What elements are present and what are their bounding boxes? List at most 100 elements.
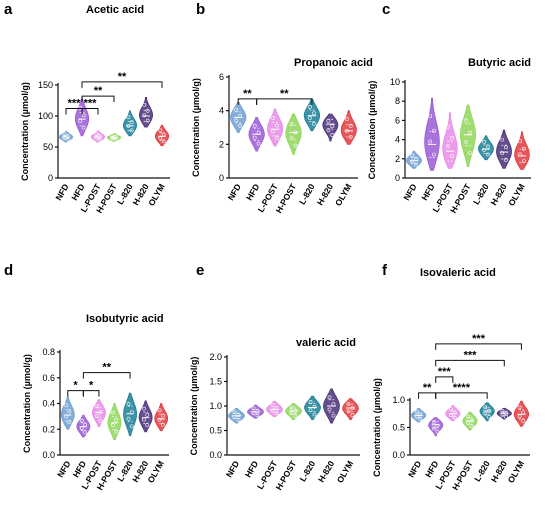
data-point (64, 403, 69, 408)
data-point (326, 128, 331, 133)
data-point (330, 133, 335, 137)
x-tick-label: NFD (55, 459, 72, 479)
data-point (289, 411, 294, 416)
x-tick-label: NFD (406, 459, 423, 479)
data-point (327, 407, 332, 412)
significance-bracket (81, 81, 163, 88)
violin-l-820 (479, 402, 495, 422)
x-tick-label: HFD (244, 182, 261, 202)
data-point (271, 116, 276, 121)
y-tick-label: 0 (395, 173, 400, 183)
data-point (79, 426, 84, 431)
data-point (308, 104, 312, 109)
data-point (503, 145, 508, 150)
violin-h-post (107, 403, 122, 440)
data-point (431, 152, 436, 157)
data-point (232, 410, 237, 415)
data-point (81, 125, 86, 130)
y-tick-label: 0.6 (42, 373, 55, 383)
data-point (469, 418, 474, 423)
y-tick-label: 0.8 (42, 347, 55, 357)
data-point (500, 412, 505, 417)
data-point (126, 416, 131, 421)
data-point (251, 411, 256, 415)
data-point (467, 130, 472, 135)
violin-l-post (445, 405, 461, 422)
chart-title: Acetic acid (86, 4, 144, 16)
data-point (252, 135, 257, 140)
violin-hfd (76, 414, 91, 438)
data-point (161, 139, 166, 144)
data-point (483, 411, 488, 416)
y-tick-label: 100 (38, 111, 53, 121)
data-point (452, 410, 457, 415)
x-tick-label: OLYM (146, 182, 167, 208)
data-point (238, 123, 243, 128)
data-point (97, 137, 102, 142)
data-point (98, 409, 103, 414)
data-point (487, 409, 491, 413)
data-point (252, 123, 257, 128)
data-point (487, 415, 491, 419)
x-tick-label: OLYM (506, 459, 527, 485)
panel-c: c Butyric acid 0 2 4 6 8 10 Concentration (µmol/… (367, 1, 531, 215)
data-point (98, 418, 103, 423)
violin-l-820 (303, 98, 321, 132)
data-point (62, 132, 67, 137)
violin-olym (154, 124, 170, 147)
y-tick-label: 50 (43, 142, 53, 152)
data-point (312, 404, 317, 409)
violin-hfd (428, 417, 444, 437)
data-point (271, 129, 276, 134)
y-tick-label: 6 (219, 72, 224, 82)
violin-nfd (60, 396, 75, 430)
chart-title: valeric acid (296, 337, 356, 349)
data-point (331, 402, 336, 407)
data-point (275, 123, 279, 128)
data-point (413, 162, 418, 167)
significance-bracket (435, 359, 505, 367)
y-tick-label: 0.0 (392, 450, 405, 460)
panel-f: f Isovaleric acid 0.0 0.5 1.0 Concentration (… (372, 262, 530, 492)
data-point (428, 114, 433, 119)
y-axis-label: Concentration (µmol/g) (189, 357, 199, 456)
data-point (464, 118, 469, 123)
data-point (236, 418, 241, 422)
significance-label: *** (68, 98, 82, 110)
data-point (236, 413, 241, 417)
data-point (485, 144, 490, 149)
data-point (504, 414, 508, 419)
x-tick-label: NFD (224, 459, 241, 479)
y-tick-label: 2 (395, 154, 400, 164)
data-point (270, 408, 275, 413)
data-point (504, 411, 508, 416)
panel-letter: c (382, 1, 390, 18)
panel-letter: e (196, 262, 204, 279)
data-point (413, 156, 418, 161)
panel-letter: d (4, 262, 13, 279)
data-point (234, 107, 239, 112)
data-point (452, 415, 457, 420)
violin-olym (342, 398, 359, 421)
x-tick-label: NFD (226, 182, 243, 202)
data-point (483, 405, 488, 410)
data-point (110, 133, 115, 138)
significance-label: *** (84, 98, 98, 110)
y-axis-label: Concentration (µmol/g) (22, 354, 32, 453)
data-point (311, 121, 316, 126)
y-tick-label: 0.0 (42, 450, 55, 460)
violin-olym (514, 131, 530, 170)
data-point (350, 406, 355, 411)
data-point (289, 405, 294, 410)
data-point (518, 139, 523, 144)
significance-label: **** (453, 382, 471, 394)
data-point (158, 135, 163, 140)
y-tick-label: 1.0 (392, 395, 405, 405)
data-point (110, 136, 115, 141)
data-point (81, 113, 86, 118)
violin-l-post (266, 108, 284, 147)
x-tick-label: HFD (423, 459, 440, 479)
chart-title: Propanoic acid (294, 57, 373, 69)
data-point (110, 410, 115, 415)
